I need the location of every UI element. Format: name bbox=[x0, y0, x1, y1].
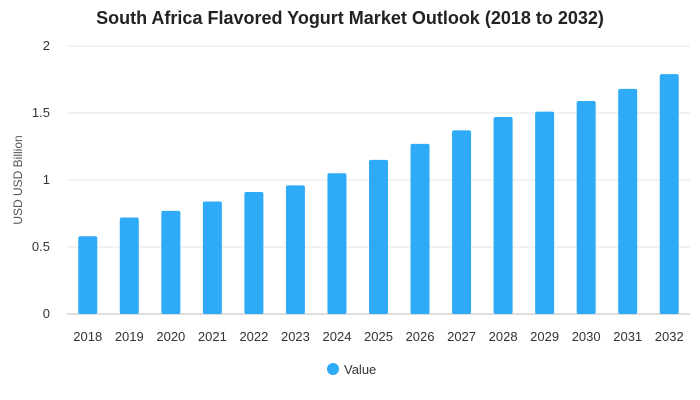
bar-2022[interactable] bbox=[244, 192, 264, 314]
y-tick-label: 1 bbox=[43, 172, 50, 187]
bar-2018[interactable] bbox=[78, 236, 98, 314]
bar-2019[interactable] bbox=[119, 217, 139, 314]
x-tick-label: 2031 bbox=[613, 329, 642, 344]
x-axis-ticks: 2018 2019 2020 2021 2022 2023 2024 2025 2026 2027… bbox=[73, 329, 683, 344]
x-tick-label: 2021 bbox=[198, 329, 227, 344]
bar-2029[interactable] bbox=[535, 111, 555, 314]
bar-2026[interactable] bbox=[410, 143, 430, 314]
x-tick-label: 2026 bbox=[406, 329, 435, 344]
x-tick-label: 2025 bbox=[364, 329, 393, 344]
bar-2025[interactable] bbox=[369, 159, 388, 314]
y-axis-ticks: 0 0.5 1 1.5 2 bbox=[32, 38, 50, 321]
x-tick-label: 2020 bbox=[156, 329, 185, 344]
bar-2021[interactable] bbox=[202, 201, 222, 314]
bar-2030[interactable] bbox=[576, 100, 596, 314]
bars bbox=[78, 74, 679, 315]
bar-2023[interactable] bbox=[285, 185, 305, 314]
bar-2031[interactable] bbox=[618, 88, 638, 314]
y-tick-label: 1.5 bbox=[32, 105, 50, 120]
y-tick-label: 2 bbox=[43, 38, 50, 53]
bar-2028[interactable] bbox=[493, 117, 513, 315]
y-tick-label: 0.5 bbox=[32, 239, 50, 254]
bar-2032[interactable] bbox=[659, 74, 679, 314]
chart-title: South Africa Flavored Yogurt Market Outl… bbox=[96, 8, 604, 28]
bar-2027[interactable] bbox=[452, 130, 472, 314]
y-tick-label: 0 bbox=[43, 306, 50, 321]
legend-swatch-value bbox=[327, 363, 339, 375]
y-axis-title: USD USD Billion bbox=[11, 135, 25, 224]
x-tick-label: 2028 bbox=[489, 329, 518, 344]
x-tick-label: 2022 bbox=[239, 329, 268, 344]
x-tick-label: 2027 bbox=[447, 329, 476, 344]
bar-2024[interactable] bbox=[327, 173, 347, 314]
x-tick-label: 2032 bbox=[655, 329, 684, 344]
x-tick-label: 2018 bbox=[73, 329, 102, 344]
x-tick-label: 2019 bbox=[115, 329, 144, 344]
legend-label-value: Value bbox=[344, 362, 376, 377]
x-tick-label: 2023 bbox=[281, 329, 310, 344]
bar-2020[interactable] bbox=[161, 210, 181, 314]
x-tick-label: 2029 bbox=[530, 329, 559, 344]
x-tick-label: 2030 bbox=[572, 329, 601, 344]
x-tick-label: 2024 bbox=[323, 329, 352, 344]
legend[interactable]: Value bbox=[327, 362, 376, 377]
